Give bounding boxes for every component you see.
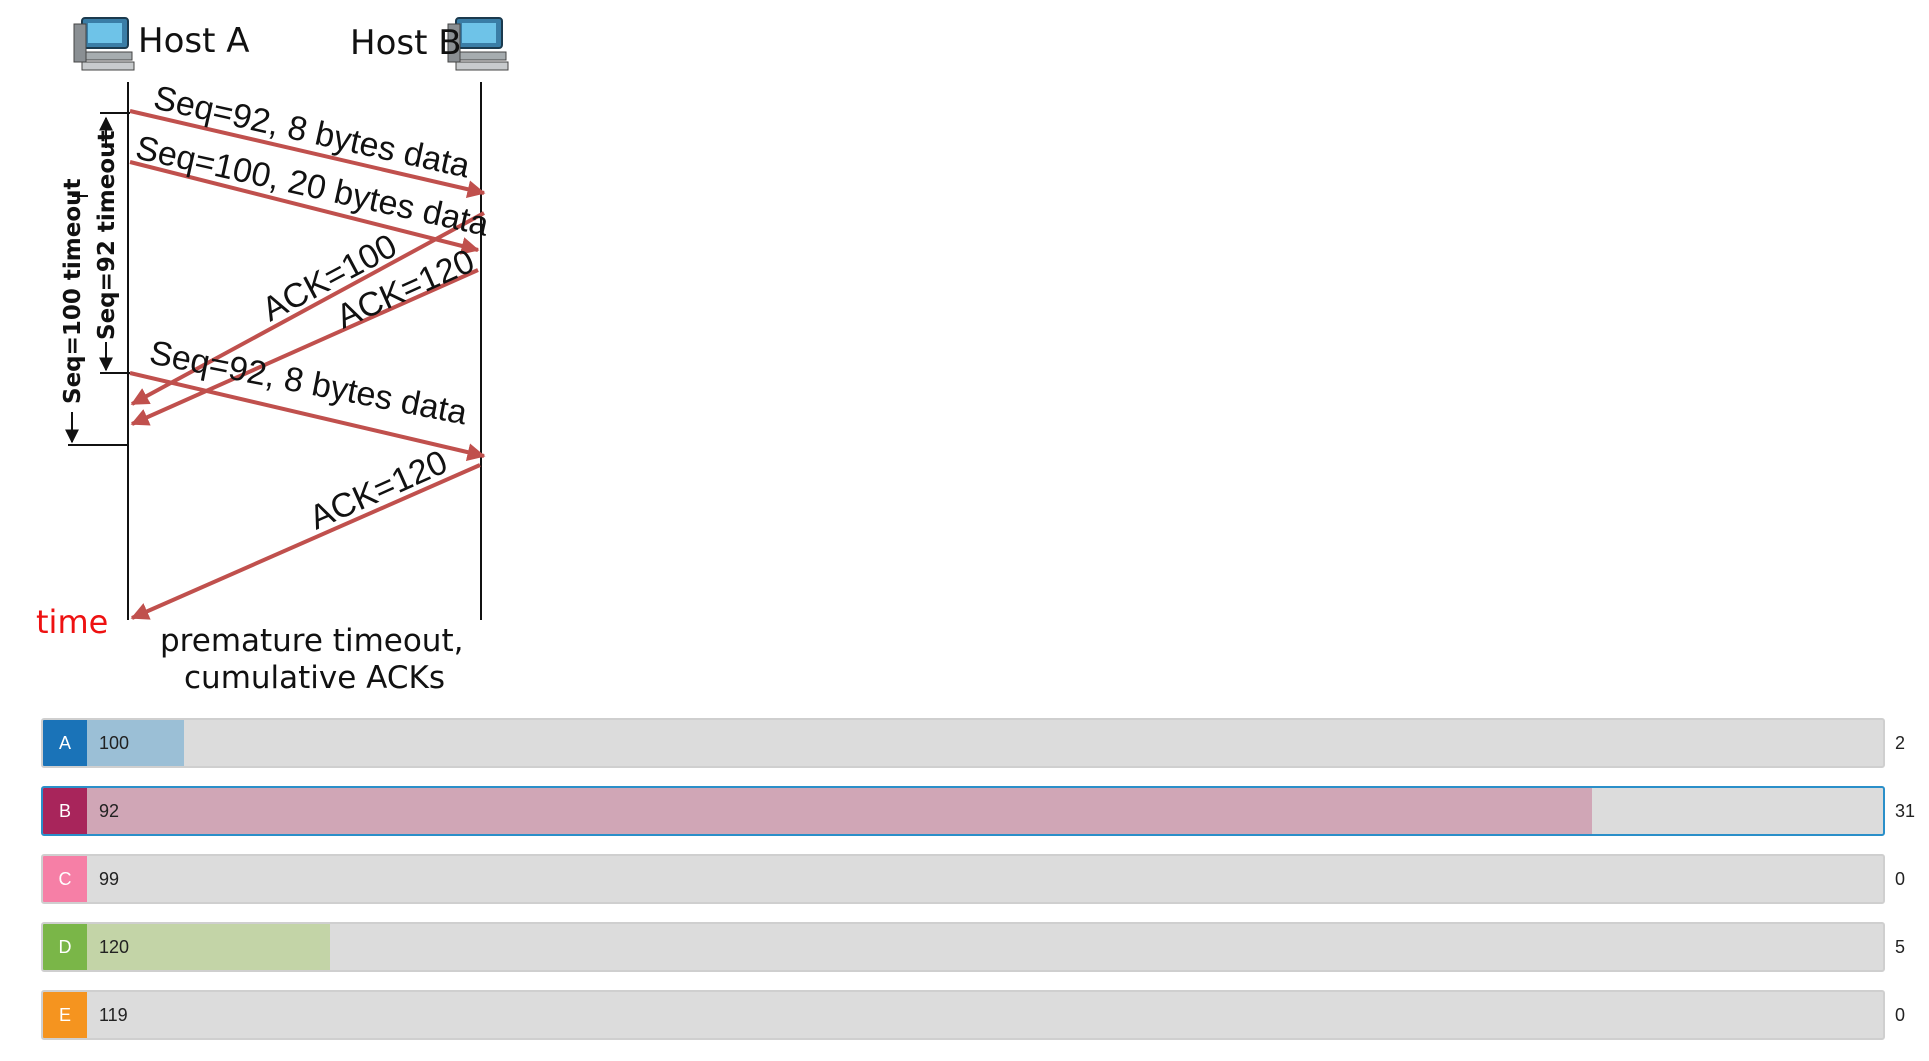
seq92-first-arrow (129, 109, 486, 199)
poll-option-track: D 120 (41, 922, 1885, 972)
poll-result-fill (87, 720, 184, 766)
option-vote-count: 2 (1895, 733, 1906, 753)
poll-option-e[interactable]: E 119 0 (41, 990, 1921, 1040)
option-vote-count: 0 (1895, 869, 1906, 889)
option-letter-badge: E (43, 992, 87, 1038)
seq100-timeout-bracket (65, 195, 128, 446)
poll-option-track: A 100 (41, 718, 1885, 768)
poll-option-b[interactable]: B 92 31 (41, 786, 1921, 836)
option-vote-count: 5 (1895, 937, 1906, 957)
option-answer: 92 (99, 801, 120, 821)
option-vote-count: 31 (1895, 801, 1916, 821)
poll-option-d[interactable]: D 120 5 (41, 922, 1921, 972)
ack120-first-arrow (130, 268, 479, 426)
poll-option-c[interactable]: C 99 0 (41, 854, 1921, 904)
poll-option-track: E 119 (41, 990, 1885, 1040)
option-letter-badge: D (43, 924, 87, 970)
host-a-computer-icon (73, 17, 135, 71)
seq92-timeout-bracket (99, 112, 130, 374)
tcp-timeout-diagram: Host A Host B Seq=92, 8 bytes data Seq=1… (36, 17, 509, 696)
seq100-timeout-label: Seq=100 timeout (60, 178, 86, 404)
ack100-arrow (130, 211, 485, 406)
seq92-timeout-label: Seq=92 timeout (94, 130, 120, 340)
seq92-retransmit-label: Seq=92, 8 bytes data (146, 334, 470, 433)
option-letter-badge: A (43, 720, 87, 766)
poll-option-track: C 99 (41, 854, 1885, 904)
option-letter-badge: C (43, 856, 87, 902)
ack120-second-label: ACK=120 (304, 443, 453, 537)
host-b-label: Host B (350, 23, 462, 63)
time-label: time (36, 603, 108, 641)
option-answer: 100 (99, 733, 130, 753)
option-answer: 99 (99, 869, 120, 889)
seq92-retransmit-arrow (129, 371, 486, 461)
option-answer: 119 (99, 1005, 128, 1025)
poll-result-fill (87, 924, 330, 970)
option-vote-count: 0 (1895, 1005, 1906, 1025)
poll-result-fill (87, 788, 1592, 834)
host-a-label: Host A (138, 21, 249, 61)
caption-line-2: cumulative ACKs (184, 660, 445, 696)
poll-results: A 100 2 B 92 31 C 99 0 D 120 5 E (41, 718, 1921, 1058)
seq100-arrow (129, 160, 480, 255)
ack120-second-arrow (130, 463, 481, 620)
option-letter-badge: B (43, 788, 87, 834)
option-answer: 120 (99, 937, 130, 957)
poll-option-track: B 92 (41, 786, 1885, 836)
caption-line-1: premature timeout, (160, 623, 463, 659)
poll-option-a[interactable]: A 100 2 (41, 718, 1921, 768)
